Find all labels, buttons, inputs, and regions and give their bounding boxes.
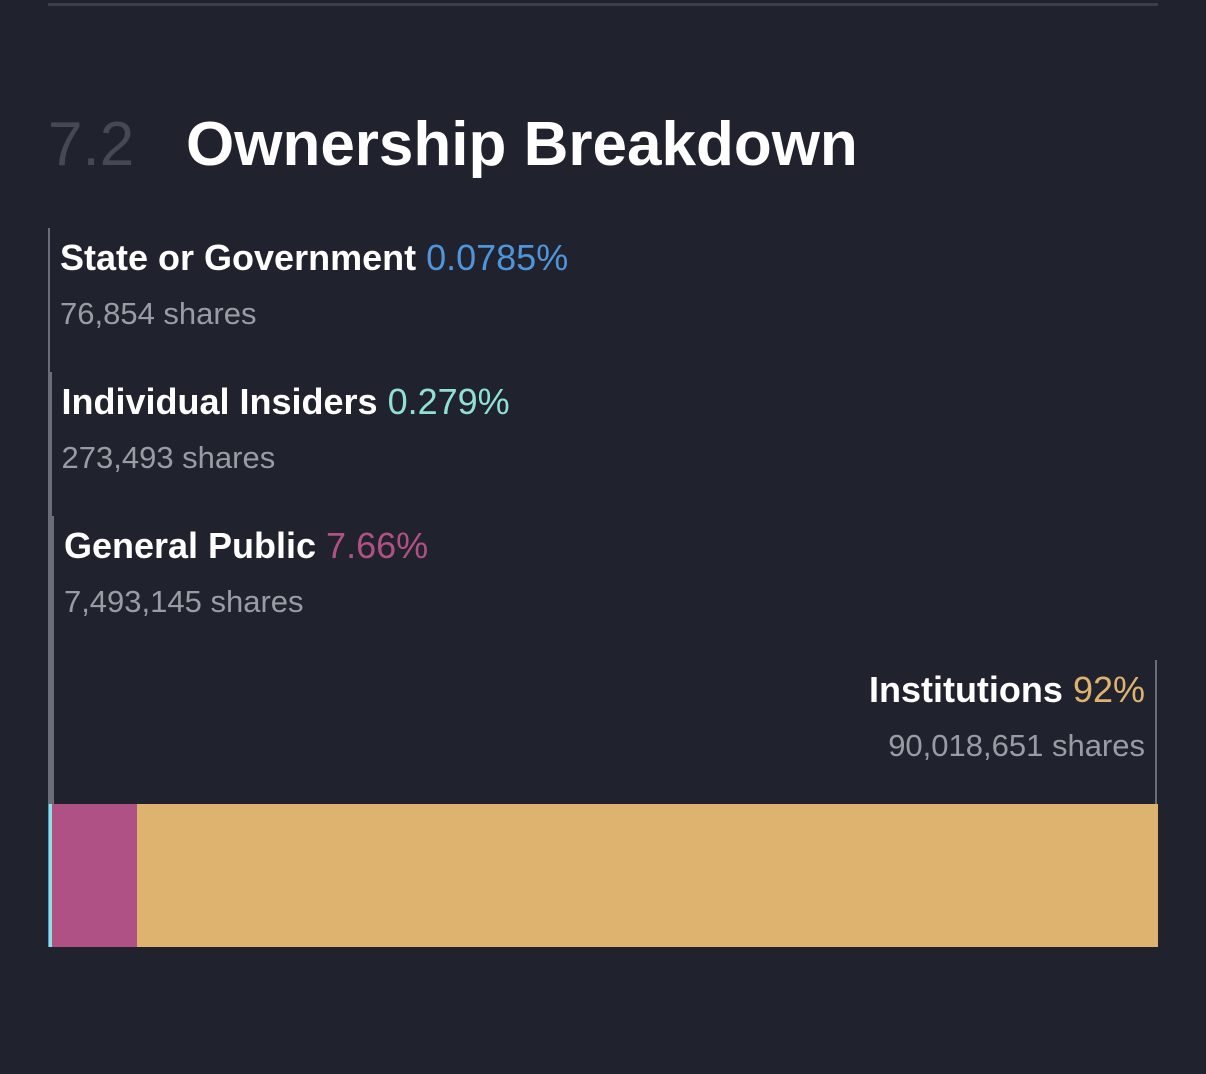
section-header: 7.2 Ownership Breakdown bbox=[48, 104, 858, 184]
share-count: 273,493 shares bbox=[61, 440, 276, 475]
percent-value: 7.66% bbox=[316, 525, 429, 566]
ownership-bar bbox=[48, 804, 1158, 947]
percent-value: 92% bbox=[1062, 669, 1145, 710]
percent-value: 0.0785% bbox=[416, 237, 569, 278]
ownership-label-state-or-government: State or Government 0.0785% 76,854 shares bbox=[60, 238, 568, 332]
bar-segment-individual-insiders bbox=[48, 804, 52, 947]
bar-segment-institutions bbox=[136, 804, 1158, 947]
bar-segment-general-public bbox=[51, 804, 137, 947]
share-count: 76,854 shares bbox=[60, 296, 257, 331]
share-count: 90,018,651 shares bbox=[888, 728, 1145, 763]
share-count: 7,493,145 shares bbox=[63, 584, 304, 619]
percent-value: 0.279% bbox=[377, 381, 510, 422]
category-name: State or Government bbox=[60, 237, 417, 278]
leader-line bbox=[49, 372, 52, 804]
category-name: Individual Insiders bbox=[61, 381, 378, 422]
category-name: Institutions bbox=[868, 669, 1063, 710]
category-name: General Public bbox=[63, 525, 317, 566]
bar-segment-state-or-government bbox=[48, 804, 49, 947]
ownership-label-general-public: General Public 7.66% 7,493,145 shares bbox=[64, 526, 428, 620]
ownership-label-institutions: Institutions 92% 90,018,651 shares bbox=[869, 670, 1145, 764]
ownership-label-individual-insiders: Individual Insiders 0.279% 273,493 shares bbox=[62, 382, 510, 476]
section-title: Ownership Breakdown bbox=[186, 109, 858, 179]
leader-line bbox=[48, 228, 50, 804]
leader-line bbox=[1155, 660, 1157, 804]
section-number: 7.2 bbox=[48, 109, 135, 179]
top-divider bbox=[48, 3, 1158, 6]
leader-line bbox=[51, 516, 54, 804]
